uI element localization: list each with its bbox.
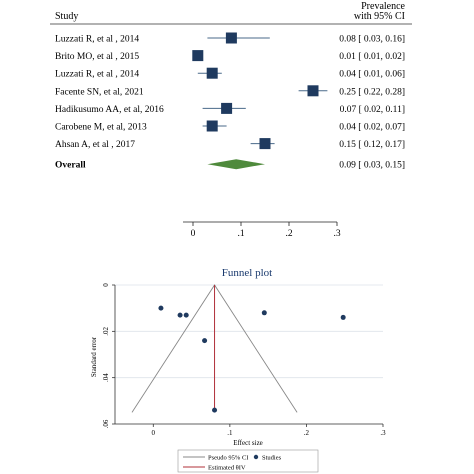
forest-plot: Study Prevalence with 95% CI Luzzati R, … bbox=[50, 1, 412, 239]
study-ci-text: 0.04 [ 0.02, 0.07] bbox=[339, 123, 405, 133]
study-estimate-box bbox=[307, 85, 319, 97]
funnel-x-tick-label: .1 bbox=[227, 429, 233, 437]
legend-label: Studies bbox=[262, 455, 282, 462]
funnel-plot: Funnel plot 0 .1 .2 .3 0 .02 .04 .06 Effect siz… bbox=[90, 267, 386, 473]
study-point bbox=[212, 407, 218, 413]
forest-axis-tick-label: .1 bbox=[237, 229, 244, 239]
forest-axis-tick-label: .3 bbox=[333, 229, 340, 239]
study-ci-text: 0.01 [ 0.01, 0.02] bbox=[339, 52, 405, 62]
funnel-x-tick-label: 0 bbox=[152, 429, 156, 437]
overall-ci-text: 0.09 [ 0.03, 0.15] bbox=[339, 161, 405, 171]
overall-diamond bbox=[207, 159, 265, 170]
study-label: Luzzati R, et al , 2014 bbox=[55, 35, 139, 45]
forest-axis-tick-label: .2 bbox=[285, 229, 292, 239]
study-estimate-box bbox=[225, 32, 237, 44]
funnel-y-tick-label: 0 bbox=[102, 283, 110, 287]
overall-label: Overall bbox=[55, 161, 86, 171]
funnel-x-axis-label: Effect size bbox=[233, 439, 263, 447]
study-label: Carobene M, et al, 2013 bbox=[55, 123, 147, 133]
funnel-legend: Pseudo 95% CI Studies Estimated θIV bbox=[177, 449, 319, 473]
study-estimate-box bbox=[206, 67, 218, 79]
study-point bbox=[202, 338, 208, 344]
study-column-header: Study bbox=[55, 11, 78, 22]
legend-label: Pseudo 95% CI bbox=[208, 455, 248, 462]
funnel-plot-area: 0 .1 .2 .3 0 .02 .04 .06 bbox=[102, 283, 386, 437]
study-ci-text: 0.04 [ 0.01, 0.06] bbox=[339, 70, 405, 80]
funnel-plot-background bbox=[115, 285, 383, 424]
study-rows: Luzzati R, et al , 2014 0.08 [ 0.03, 0.16… bbox=[55, 32, 405, 171]
legend-box bbox=[177, 449, 319, 473]
study-estimate-box bbox=[192, 50, 204, 62]
funnel-y-axis-label: Standard error bbox=[90, 336, 98, 377]
study-point bbox=[183, 312, 189, 318]
study-point bbox=[158, 305, 164, 311]
study-point bbox=[340, 314, 346, 320]
funnel-y-tick-label: .06 bbox=[102, 419, 110, 428]
study-ci-text: 0.15 [ 0.12, 0.17] bbox=[339, 140, 405, 150]
study-estimate-box bbox=[221, 102, 233, 114]
study-estimate-box bbox=[206, 120, 218, 132]
forest-axis-tick-label: 0 bbox=[191, 229, 196, 239]
funnel-y-tick-label: .04 bbox=[102, 373, 110, 382]
legend-studies-swatch bbox=[253, 454, 259, 460]
study-label: Luzzati R, et al , 2014 bbox=[55, 70, 139, 80]
effect-column-header-line1: Prevalence bbox=[361, 1, 405, 12]
study-label: Brito MO, et al , 2015 bbox=[55, 52, 139, 62]
funnel-x-tick-label: .3 bbox=[380, 429, 386, 437]
forest-x-axis: 0 .1 .2 .3 bbox=[183, 221, 341, 239]
effect-column-header-line2: with 95% CI bbox=[354, 11, 405, 22]
study-label: Hadikusumo AA, et al, 2016 bbox=[55, 105, 164, 115]
funnel-y-tick-label: .02 bbox=[102, 326, 110, 335]
study-label: Facente SN, et al, 2021 bbox=[55, 87, 144, 97]
study-ci-text: 0.25 [ 0.22, 0.28] bbox=[339, 87, 405, 97]
study-ci-text: 0.07 [ 0.02, 0.11] bbox=[340, 105, 405, 115]
study-point bbox=[177, 312, 183, 318]
funnel-title: Funnel plot bbox=[222, 267, 272, 279]
study-ci-text: 0.08 [ 0.03, 0.16] bbox=[339, 35, 405, 45]
study-label: Ahsan A, et al , 2017 bbox=[55, 140, 135, 150]
study-point bbox=[261, 310, 267, 316]
legend-label: Estimated θIV bbox=[208, 465, 246, 472]
funnel-x-tick-label: .2 bbox=[304, 429, 310, 437]
study-estimate-box bbox=[259, 138, 271, 150]
